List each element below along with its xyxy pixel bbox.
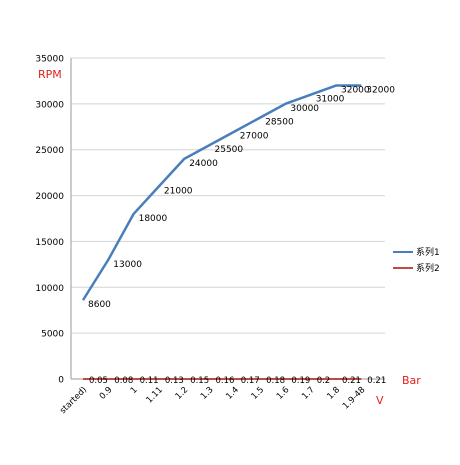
- x-tick-label: 1.2: [174, 385, 191, 402]
- y-tick-labels: 0 5000 10000 15000 20000 25000 30000 35000: [35, 55, 64, 386]
- series-2-data-label: 0.13: [165, 376, 184, 386]
- y-tick-label: 15000: [35, 238, 64, 248]
- x-tick-label: 1.8: [325, 385, 342, 402]
- series-2-data-label: 0.05: [89, 376, 108, 386]
- y-tick-label: 35000: [35, 55, 64, 65]
- series-1-data-label: 13000: [113, 260, 142, 270]
- legend-label-series-2: 系列2: [416, 262, 440, 274]
- y-tick-label: 30000: [35, 100, 64, 110]
- series-2-data-label: 0.17: [241, 376, 260, 386]
- x-tick-label: 1.4: [224, 385, 241, 402]
- x-tick-label: 1: [129, 385, 140, 396]
- y-unit-label: RPM: [38, 68, 62, 81]
- series-1-data-label: 21000: [164, 186, 193, 196]
- y-tick-label: 25000: [35, 146, 64, 156]
- axis-layer: [71, 58, 385, 379]
- series-1-data-label: 31000: [316, 95, 345, 105]
- series-2-data-label: 0.15: [190, 376, 209, 386]
- x-tick-label: 1.7: [300, 385, 317, 402]
- data-labels: 8600 13000 18000 21000 24000 25500 27000 28500 3…: [88, 86, 395, 386]
- series-layer: [83, 86, 361, 379]
- legend: 系列1 系列2: [393, 246, 440, 274]
- x-tick-label: 0.9: [98, 385, 115, 402]
- series-1-data-label: 32000: [366, 86, 395, 96]
- series-2-data-label: 0.21: [367, 376, 386, 386]
- series-1-data-label: 25500: [215, 145, 244, 155]
- v-unit-label: V: [376, 394, 384, 407]
- series-1-data-label: 8600: [88, 300, 111, 310]
- series-2-data-label: 0.2: [317, 376, 331, 386]
- x-tick-label: started): [58, 385, 89, 416]
- y-tick-label: 0: [58, 376, 64, 386]
- x-tick-label: 1.6: [275, 385, 292, 402]
- series-2-data-label: 0.08: [114, 376, 133, 386]
- series-2-data-label: 0.11: [140, 376, 159, 386]
- series-1-data-label: 24000: [189, 159, 218, 169]
- x-tick-label: 1.9-48: [341, 385, 367, 411]
- series-1-data-label: 27000: [240, 131, 269, 141]
- series-2-data-label: 0.21: [342, 376, 361, 386]
- series-1-data-label: 30000: [290, 104, 319, 114]
- legend-label-series-1: 系列1: [416, 246, 440, 258]
- x-tick-label: 1.5: [250, 385, 267, 402]
- x-tick-label: 1.11: [145, 385, 165, 405]
- y-tick-label: 5000: [41, 330, 64, 340]
- series-1-data-label: 28500: [265, 118, 294, 128]
- y-tick-label: 10000: [35, 284, 64, 294]
- series-2-data-label: 0.19: [291, 376, 310, 386]
- series-2-data-label: 0.16: [216, 376, 235, 386]
- y-tick-label: 20000: [35, 192, 64, 202]
- series-1-data-label: 18000: [139, 214, 168, 224]
- x-tick-labels: started) 0.9 1 1.11 1.2 1.3 1.4 1.5 1.6 1.7 1.81.9…: [58, 385, 367, 416]
- bar-unit-label: Bar: [402, 374, 421, 387]
- x-tick-label: 1.3: [199, 385, 216, 402]
- series-2-data-label: 0.18: [266, 376, 285, 386]
